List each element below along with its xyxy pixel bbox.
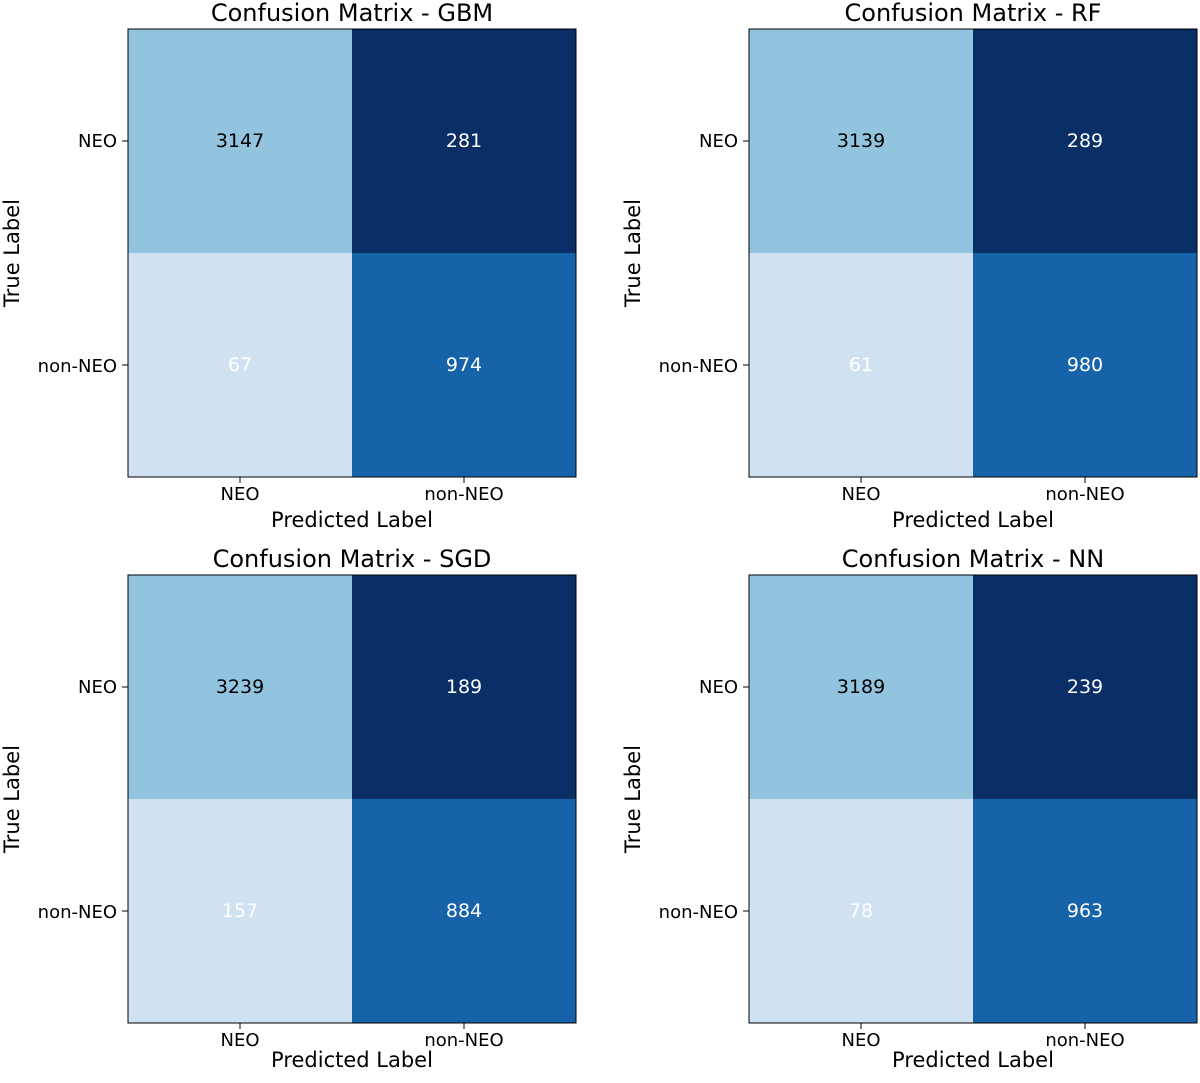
- cell-value-label: 963: [1067, 900, 1103, 922]
- x-axis-label: Predicted Label: [271, 1048, 433, 1072]
- x-tick-label-non-neo: non-NEO: [424, 484, 503, 505]
- chart-nn: Confusion Matrix - NN 3189 239 78 963 NEO n…: [621, 545, 1198, 1072]
- x-axis-label: Predicted Label: [892, 1048, 1054, 1072]
- plot-frame: [127, 28, 577, 478]
- x-axis-label: Predicted Label: [271, 508, 433, 532]
- cell-true-neo-pred-non-neo: [352, 29, 576, 253]
- x-tick-label-non-neo: non-NEO: [1045, 1030, 1124, 1051]
- cell-value-label: 980: [1067, 354, 1103, 376]
- y-tick-label-neo: NEO: [78, 131, 117, 152]
- cell-group: 3189 239 78 963: [749, 575, 1197, 1023]
- cell-value-label: 974: [446, 354, 482, 376]
- chart-title: Confusion Matrix - GBM: [211, 0, 493, 27]
- cell-value-label: 67: [228, 354, 252, 376]
- y-tick-label-neo: NEO: [78, 677, 117, 698]
- chart-title: Confusion Matrix - RF: [845, 0, 1102, 27]
- y-tick-label-neo: NEO: [699, 677, 738, 698]
- cell-true-neo-pred-non-neo: [973, 29, 1197, 253]
- confusion-matrix-gbm: Confusion Matrix - GBM 3147 281 67 974 NEO …: [0, 0, 600, 537]
- chart-rf: Confusion Matrix - RF 3139 289 61 980 NEO n…: [621, 0, 1198, 532]
- cell-true-non-neo-pred-neo: [128, 799, 352, 1023]
- x-tick-label-non-neo: non-NEO: [424, 1030, 503, 1051]
- cell-value-label: 3189: [837, 676, 885, 698]
- cell-value-label: 884: [446, 900, 482, 922]
- plot-frame: [748, 574, 1198, 1024]
- cell-value-label: 281: [446, 130, 482, 152]
- cell-true-non-neo-pred-neo: [749, 799, 973, 1023]
- x-tick-label-neo: NEO: [220, 484, 259, 505]
- cell-value-label: 3147: [216, 130, 264, 152]
- y-axis-label: True Label: [0, 199, 24, 308]
- confusion-matrix-rf: Confusion Matrix - RF 3139 289 61 980 NEO n…: [621, 0, 1200, 537]
- cell-value-label: 239: [1067, 676, 1103, 698]
- chart-sgd: Confusion Matrix - SGD 3239 189 157 884 NEO…: [0, 545, 577, 1072]
- cell-value-label: 157: [222, 900, 258, 922]
- cell-true-neo-pred-neo: [749, 29, 973, 253]
- cell-true-non-neo-pred-neo: [749, 253, 973, 477]
- cell-group: 3139 289 61 980: [749, 29, 1197, 477]
- x-tick-label-neo: NEO: [220, 1030, 259, 1051]
- x-axis-label: Predicted Label: [892, 508, 1054, 532]
- cell-true-non-neo-pred-non-neo: [352, 253, 576, 477]
- cell-value-label: 78: [849, 900, 873, 922]
- plot-frame: [748, 28, 1198, 478]
- x-tick-label-neo: NEO: [841, 484, 880, 505]
- cell-true-non-neo-pred-neo: [128, 253, 352, 477]
- y-tick-label-non-neo: non-NEO: [659, 902, 738, 923]
- y-tick-label-non-neo: non-NEO: [38, 356, 117, 377]
- x-tick-label-non-neo: non-NEO: [1045, 484, 1124, 505]
- plot-frame: [127, 574, 577, 1024]
- y-axis-label: True Label: [621, 199, 645, 308]
- cell-value-label: 289: [1067, 130, 1103, 152]
- y-tick-label-non-neo: non-NEO: [659, 356, 738, 377]
- confusion-matrix-sgd: Confusion Matrix - SGD 3239 189 157 884 NEO…: [0, 545, 600, 1083]
- y-axis-label: True Label: [0, 745, 24, 854]
- cell-true-neo-pred-neo: [749, 575, 973, 799]
- cell-group: 3239 189 157 884: [128, 575, 576, 1023]
- cell-true-non-neo-pred-non-neo: [352, 799, 576, 1023]
- cell-true-neo-pred-neo: [128, 575, 352, 799]
- cell-true-non-neo-pred-non-neo: [973, 799, 1197, 1023]
- cell-value-label: 3239: [216, 676, 264, 698]
- y-tick-label-non-neo: non-NEO: [38, 902, 117, 923]
- y-axis-label: True Label: [621, 745, 645, 854]
- cell-true-neo-pred-non-neo: [352, 575, 576, 799]
- cell-group: 3147 281 67 974: [128, 29, 576, 477]
- cell-value-label: 189: [446, 676, 482, 698]
- cell-true-neo-pred-neo: [128, 29, 352, 253]
- x-tick-label-neo: NEO: [841, 1030, 880, 1051]
- cell-true-non-neo-pred-non-neo: [973, 253, 1197, 477]
- cell-value-label: 61: [849, 354, 873, 376]
- y-tick-label-neo: NEO: [699, 131, 738, 152]
- chart-title: Confusion Matrix - NN: [842, 545, 1104, 573]
- chart-title: Confusion Matrix - SGD: [213, 545, 492, 573]
- confusion-matrix-nn: Confusion Matrix - NN 3189 239 78 963 NEO n…: [621, 545, 1200, 1083]
- cell-true-neo-pred-non-neo: [973, 575, 1197, 799]
- cell-value-label: 3139: [837, 130, 885, 152]
